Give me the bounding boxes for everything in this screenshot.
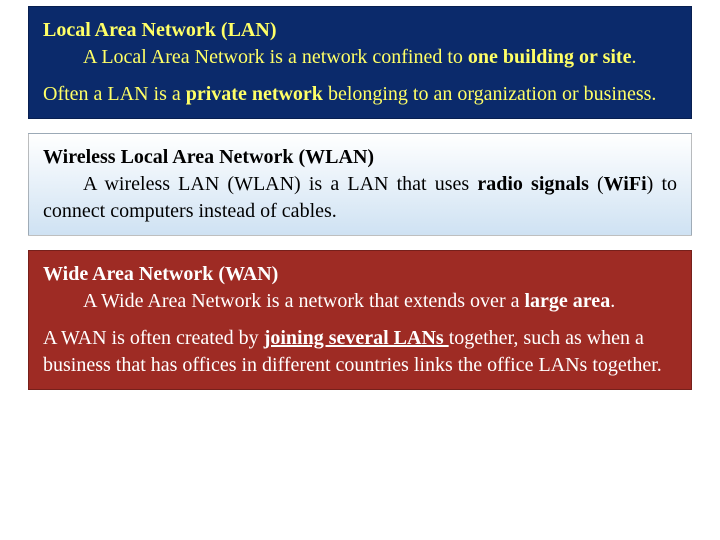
lan-paragraph-2: Often a LAN is a private network belongi…	[43, 81, 677, 108]
wlan-p1-d: WiFi	[604, 173, 647, 195]
lan-p2-c: belonging to an organization or business…	[323, 83, 656, 105]
wlan-p1-a: A wireless LAN (WLAN) is a LAN that uses	[83, 173, 477, 195]
wan-heading: Wide Area Network (WAN)	[43, 261, 677, 288]
wlan-panel: Wireless Local Area Network (WLAN) A wir…	[28, 133, 692, 236]
wlan-p1-b: radio signals	[477, 173, 589, 195]
wlan-p1-c: (	[589, 173, 604, 195]
wan-p1-c: .	[610, 290, 615, 312]
wan-p1-a: A Wide Area Network is a network that ex…	[83, 290, 524, 312]
lan-heading: Local Area Network (LAN)	[43, 17, 677, 44]
wan-p2-a: A WAN is often created by	[43, 327, 264, 349]
wlan-heading: Wireless Local Area Network (WLAN)	[43, 146, 374, 168]
lan-paragraph-1: A Local Area Network is a network confin…	[43, 44, 677, 71]
lan-panel: Local Area Network (LAN) A Local Area Ne…	[28, 6, 692, 119]
lan-p2-a: Often a LAN is a	[43, 83, 186, 105]
lan-p1-text: A Local Area Network is a network confin…	[83, 46, 468, 68]
wan-paragraph-1: A Wide Area Network is a network that ex…	[43, 288, 677, 315]
wan-p2-b: joining several LANs	[264, 327, 449, 349]
wan-paragraph-2: A WAN is often created by joining severa…	[43, 325, 677, 379]
lan-p2-b: private network	[186, 83, 323, 105]
lan-p1-bold: one building or site	[468, 46, 632, 68]
wlan-body: Wireless Local Area Network (WLAN) A wir…	[43, 144, 677, 225]
lan-p1-post: .	[631, 46, 636, 68]
wan-panel: Wide Area Network (WAN) A Wide Area Netw…	[28, 250, 692, 390]
wan-p1-b: large area	[524, 290, 610, 312]
